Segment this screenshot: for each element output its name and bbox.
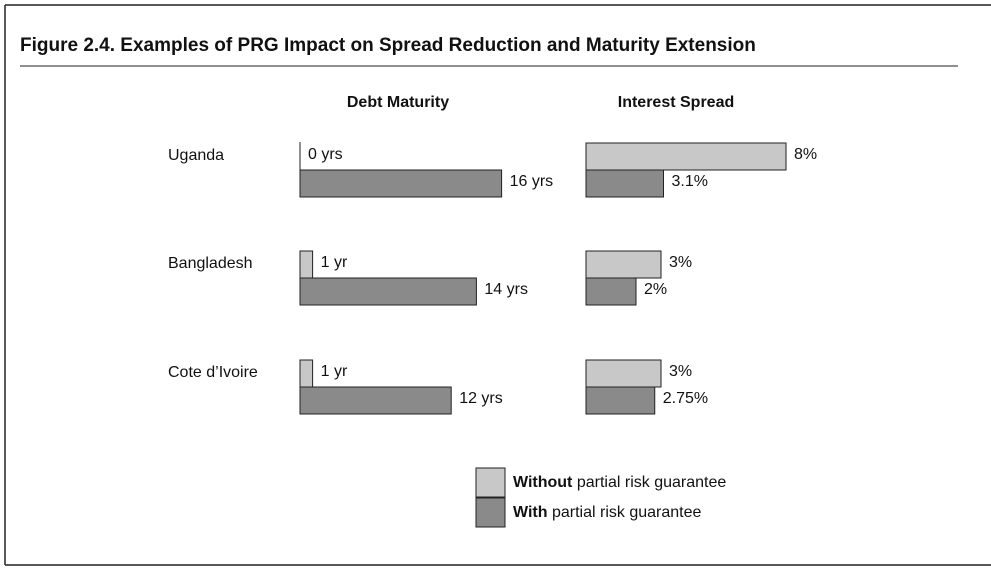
bar — [585, 386, 656, 415]
value-label: 8% — [794, 146, 817, 163]
value-label: 3% — [669, 254, 692, 271]
bar — [585, 142, 787, 171]
value-label: 1 yr — [321, 254, 348, 271]
bar — [299, 169, 503, 198]
value-label: 2.75% — [663, 390, 708, 407]
figure-title: Figure 2.4. Examples of PRG Impact on Sp… — [20, 35, 756, 56]
value-label: 0 yrs — [308, 146, 343, 163]
category-label: Uganda — [168, 147, 224, 164]
panel-title: Debt Maturity — [347, 94, 449, 111]
value-label: 1 yr — [321, 363, 348, 380]
bar — [299, 386, 452, 415]
panel-title: Interest Spread — [618, 94, 734, 111]
value-label: 3% — [669, 363, 692, 380]
category-label: Cote d’Ivoire — [168, 364, 258, 381]
value-label: 16 yrs — [510, 173, 554, 190]
legend-label: With partial risk guarantee — [513, 504, 701, 521]
bar — [299, 277, 477, 306]
value-label: 14 yrs — [484, 281, 528, 298]
legend-label: Without partial risk guarantee — [513, 474, 726, 491]
legend-swatch — [475, 497, 506, 528]
bar — [299, 250, 314, 279]
category-label: Bangladesh — [168, 255, 253, 272]
bar — [585, 169, 664, 198]
bar — [299, 359, 314, 388]
bar — [585, 277, 637, 306]
value-label: 2% — [644, 281, 667, 298]
bar — [585, 250, 662, 279]
value-label: 3.1% — [672, 173, 708, 190]
bar — [585, 359, 662, 388]
legend-swatch — [475, 467, 506, 498]
value-label: 12 yrs — [459, 390, 503, 407]
